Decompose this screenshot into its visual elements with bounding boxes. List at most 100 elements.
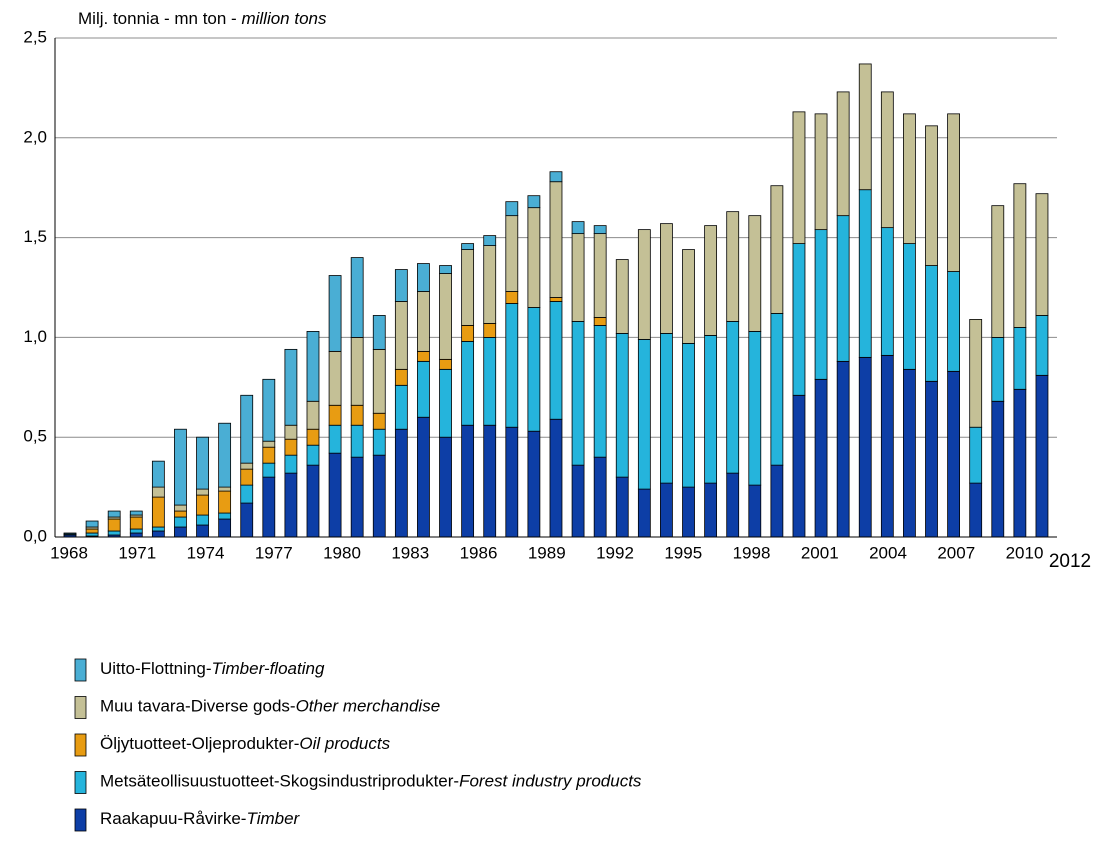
bar-segment: [549, 297, 563, 302]
bar-segment: [174, 526, 187, 538]
bar-segment: [858, 189, 872, 358]
bar-segment: [483, 245, 497, 324]
bar-segment: [439, 436, 452, 538]
bar-segment: [1013, 327, 1027, 390]
bar-segment: [417, 350, 430, 362]
bar-segment: [461, 325, 475, 342]
bar-segment: [991, 400, 1005, 538]
bar-segment: [461, 249, 475, 326]
bar-segment: [571, 233, 585, 322]
bar-segment: [748, 331, 762, 486]
bar-segment: [682, 249, 695, 344]
bar-segment: [372, 348, 386, 414]
bar-segment: [770, 313, 784, 466]
bar-segment: [394, 428, 408, 538]
bar-segment: [196, 436, 209, 490]
legend-name: Metsäteollisuustuotteet-Skogsindustripro…: [100, 772, 459, 791]
bar-segment: [903, 243, 916, 370]
bar-segment: [483, 424, 497, 538]
bar-segment: [394, 368, 408, 386]
bar-segment: [107, 530, 121, 536]
bar-segment: [174, 504, 187, 512]
legend-label: Metsäteollisuustuotteet-Skogsindustripro…: [100, 772, 642, 791]
bar-segment: [306, 400, 320, 430]
bar-segment: [174, 510, 187, 518]
bar-segment: [836, 91, 850, 217]
bar-segment: [306, 331, 320, 402]
bar-segment: [372, 454, 386, 538]
x-tick-label: 2004: [869, 543, 907, 562]
bar-segment: [350, 424, 364, 458]
bar-segment: [925, 265, 938, 382]
bar-segment: [505, 291, 519, 304]
bar-segment: [836, 215, 850, 362]
bar-segment: [196, 514, 209, 526]
bar-segment: [461, 340, 475, 426]
bar-segment: [461, 243, 475, 250]
bar-segment: [1035, 193, 1049, 316]
bar-segment: [903, 368, 916, 538]
bar-segment: [880, 354, 894, 538]
bar-segment: [151, 530, 165, 538]
bar-segment: [218, 486, 232, 492]
bar-segment: [527, 307, 541, 432]
legend-name-italic: Timber-floating: [211, 659, 324, 678]
bar-segment: [660, 333, 673, 484]
bar-segment: [615, 333, 629, 478]
x-tick-label: 2001: [801, 543, 839, 562]
bar-segment: [637, 338, 651, 490]
bar-segment: [660, 223, 673, 334]
bar-segment: [969, 319, 983, 428]
bar-segment: [306, 444, 320, 466]
title-text: Milj. tonnia - mn ton -: [78, 9, 241, 28]
x-tick-label: 1989: [528, 543, 566, 562]
legend-swatch: [74, 658, 87, 682]
bar-segment: [903, 113, 916, 244]
bar-segment: [85, 528, 99, 534]
bar-segment: [306, 464, 320, 538]
bar-segment: [925, 125, 938, 266]
bar-segment: [196, 524, 209, 538]
bar-segment: [151, 526, 165, 532]
bar-segment: [549, 418, 563, 538]
bar-segment: [991, 336, 1005, 402]
bar-segment: [174, 516, 187, 528]
bar-segment: [196, 494, 209, 516]
bar-segment: [726, 211, 740, 322]
legend-name-italic: Timber: [246, 809, 300, 828]
bar-segment: [682, 486, 695, 538]
bar-segment: [660, 482, 673, 538]
bar-segment: [704, 225, 718, 336]
bar-segment: [262, 446, 276, 464]
bar-segment: [328, 350, 342, 406]
bar-segment: [129, 532, 143, 538]
bar-segment: [107, 518, 121, 532]
bar-segment: [770, 464, 784, 538]
bar-segment: [240, 484, 254, 504]
bar-segment: [372, 315, 386, 350]
bar-segment: [240, 502, 254, 538]
bar-segment: [151, 460, 165, 488]
bar-segment: [483, 336, 497, 426]
chart-title: Milj. tonnia - mn ton - million tons: [78, 9, 327, 28]
bar-segment: [483, 323, 497, 338]
bar-segment: [1013, 388, 1027, 538]
bar-segment: [593, 233, 607, 318]
bar-segment: [63, 532, 77, 535]
bar-segment: [240, 468, 254, 486]
bar-segment: [350, 456, 364, 538]
bar-segment: [814, 378, 828, 538]
bar-segment: [174, 428, 187, 506]
bar-segment: [328, 424, 342, 454]
bar-segment: [571, 321, 585, 466]
x-tick-label: 1968: [50, 543, 88, 562]
bar-segment: [439, 265, 452, 274]
bar-segment: [682, 342, 695, 488]
x-tick-label: 1974: [187, 543, 225, 562]
bar-segment: [814, 113, 828, 231]
bar-segment: [328, 452, 342, 538]
bar-segment: [615, 259, 629, 334]
legend-name-italic: Oil products: [299, 734, 390, 753]
x-tick-label: 1995: [664, 543, 702, 562]
